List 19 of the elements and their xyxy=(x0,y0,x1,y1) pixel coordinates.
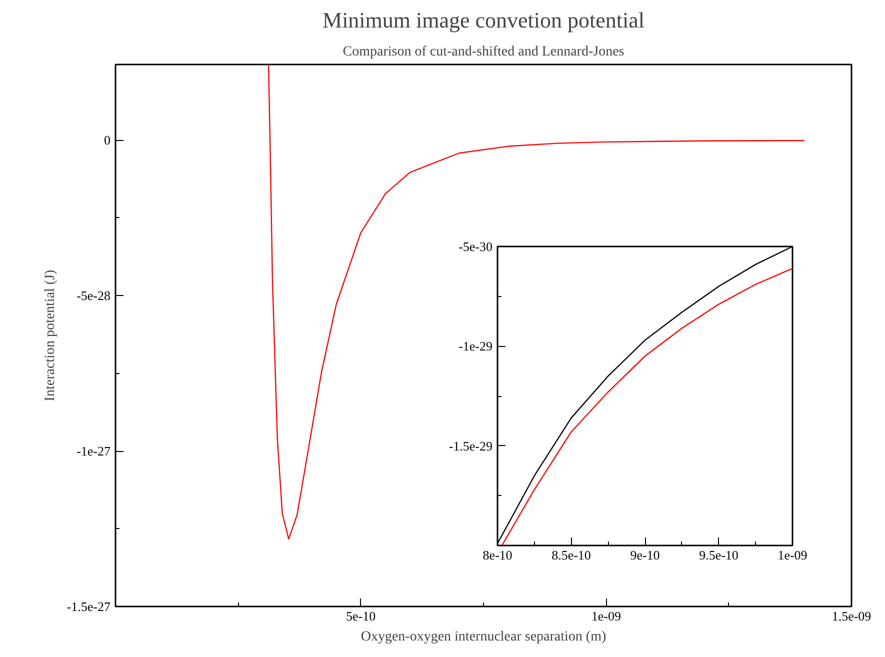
x-tick-label: 1e-09 xyxy=(778,548,808,562)
x-tick-label: 9e-10 xyxy=(630,548,660,562)
x-tick-label: 8.5e-10 xyxy=(552,548,591,562)
y-tick-label: -5e-30 xyxy=(458,239,493,254)
y-tick-label: -1e-27 xyxy=(76,444,111,459)
y-tick-label: -5e-28 xyxy=(76,288,111,304)
chart-title: Minimum image convetion potential xyxy=(322,8,644,32)
y-tick-label: -1e-29 xyxy=(458,338,493,354)
x-axis-title: Oxygen-oxygen internuclear separation (m) xyxy=(360,630,606,644)
x-tick-label: 1e-09 xyxy=(591,608,621,624)
chart-subtitle: Comparison of cut-and-shifted and Lennard-Jones xyxy=(342,44,624,60)
x-tick-label: 5e-10 xyxy=(346,608,376,624)
x-tick-label: 9.5e-10 xyxy=(699,548,738,562)
y-tick-label: 0 xyxy=(104,132,110,148)
y-tick-label: -1.5e-29 xyxy=(448,438,493,454)
x-tick-label: 8e-10 xyxy=(482,548,512,562)
x-tick-label: 1.5e-09 xyxy=(832,608,872,624)
y-tick-label: -1.5e-27 xyxy=(66,599,111,614)
y-axis-title: Interaction potential (J) xyxy=(42,269,58,402)
